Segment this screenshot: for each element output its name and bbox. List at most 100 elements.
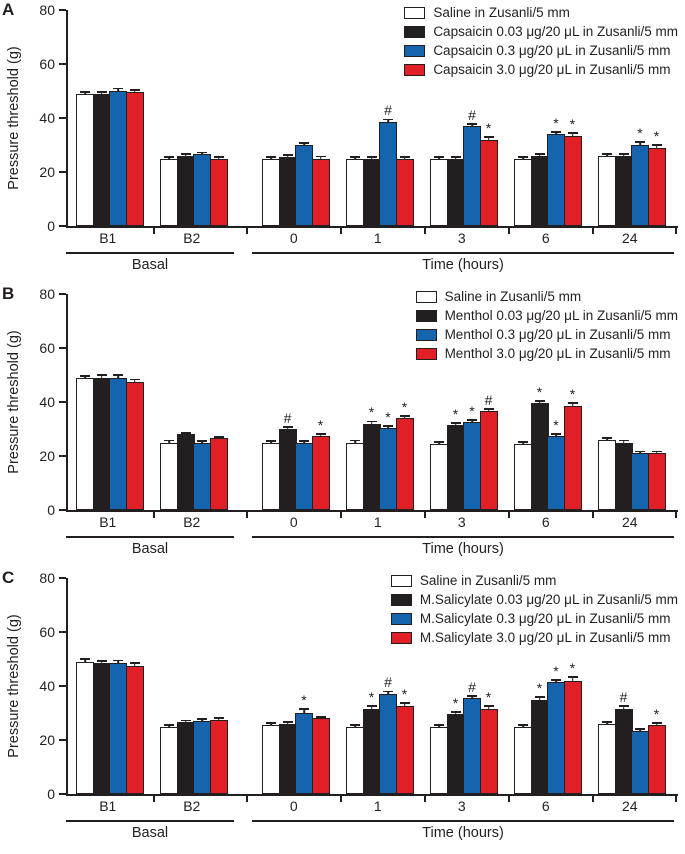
bar-B-B1-s3: [125, 378, 144, 510]
error-bar-cap: [534, 696, 545, 699]
significance-marker: *: [368, 404, 375, 421]
x-tick-mark: [246, 796, 248, 802]
x-tick-mark: [592, 796, 594, 802]
legend-item: Menthol 3.0 μg/20 μL in Zusanli/5 mm: [415, 344, 670, 363]
error-bar-cap: [350, 155, 360, 158]
error-bar-cap: [450, 155, 461, 158]
error-bar-whisker: [319, 435, 322, 437]
error-bar-cap: [299, 708, 309, 710]
bar-A-0-s3: [311, 155, 330, 226]
error-bar-whisker: [571, 678, 574, 682]
bar-B-24-s0: [598, 437, 616, 510]
significance-marker: *: [368, 689, 375, 706]
error-bar-whisker: [454, 423, 457, 426]
bar-A-24-s0: [598, 153, 616, 226]
panel-letter: A: [2, 0, 15, 19]
legend-swatch-icon: [415, 290, 437, 303]
y-tick-mark: [59, 9, 66, 11]
error-bar-cap: [164, 439, 174, 442]
y-tick-label: 80: [39, 570, 55, 586]
x-tick-mark: [153, 512, 155, 518]
error-bar-whisker: [522, 725, 524, 728]
bar-group-B1: [76, 658, 144, 794]
error-bar-cap: [602, 153, 612, 155]
bar-C-6-s0: [514, 723, 532, 794]
error-bar-cap: [96, 374, 107, 377]
error-bar-whisker: [286, 156, 289, 159]
significance-marker: *: [401, 686, 408, 703]
error-bar-whisker: [370, 422, 373, 425]
error-bar-cap: [113, 87, 123, 90]
bar-A-6-s3: *: [563, 117, 582, 226]
y-tick-label: 80: [39, 2, 55, 18]
error-bar-whisker: [387, 692, 389, 696]
error-bar-whisker: [201, 441, 203, 444]
x-tick-label-0: 0: [289, 798, 298, 814]
error-bar-cap: [399, 155, 410, 158]
error-bar-cap: [635, 728, 645, 730]
error-bar-whisker: [387, 426, 389, 429]
error-bar-whisker: [117, 376, 119, 379]
bar-B-B2-s0: [160, 439, 178, 510]
error-bar-whisker: [286, 427, 289, 430]
error-bar-cap: [129, 662, 140, 665]
error-bar-cap: [383, 118, 393, 121]
error-bar-cap: [315, 155, 326, 158]
y-tick-mark: [59, 455, 66, 457]
bar-C-B1-s0: [76, 658, 94, 794]
y-tick-label: 0: [47, 218, 55, 234]
plot-area: 0 20 40 60 80 Saline in Zusanli/5 mm Menthol 0…: [39, 287, 678, 518]
legend-label: M.Salicylate 3.0 μg/20 μL in Zusanli/5 m…: [419, 630, 671, 645]
error-bar-whisker: [133, 91, 136, 94]
x-tick-label-0: 0: [289, 230, 298, 246]
x-tick-label-B2: B2: [183, 514, 201, 530]
y-tick-label: 60: [39, 340, 55, 356]
x-tick-mark: [675, 796, 677, 802]
significance-marker: #: [484, 391, 493, 408]
significance-marker: *: [301, 691, 307, 708]
bar-A-B2-s0: [160, 155, 178, 226]
legend-swatch-icon: [415, 328, 437, 341]
error-bar-cap: [366, 420, 377, 423]
legend-item: M.Salicylate 0.3 μg/20 μL in Zusanli/5 m…: [390, 609, 671, 628]
bar-A-1-s2: #: [379, 103, 397, 226]
error-bar-cap: [129, 89, 140, 92]
significance-marker: *: [536, 680, 543, 697]
x-tick-label-3: 3: [457, 798, 466, 814]
significance-marker: #: [384, 674, 392, 691]
x-tick-mark: [153, 796, 155, 802]
bar-C-3-s3: *: [479, 690, 498, 794]
legend-label: Capsaicin 0.3 μg/20 μL in Zusanli/5 mm: [433, 43, 671, 58]
error-bar-cap: [366, 705, 377, 708]
legend-label: M.Salicylate 0.3 μg/20 μL in Zusanli/5 m…: [419, 611, 671, 626]
x-tick-label-B1: B1: [99, 230, 117, 246]
error-bar-cap: [651, 144, 662, 147]
bar-A-B2-s2: [193, 151, 211, 226]
error-bar-cap: [96, 660, 107, 662]
bar-group-3: * * #: [430, 393, 498, 510]
bar-A-6-s1: [530, 152, 549, 226]
bar-C-B1-s3: [125, 662, 144, 794]
legend: Saline in Zusanli/5 mm Menthol 0.03 μg/20…: [415, 287, 678, 363]
basal-section-line: [66, 252, 234, 254]
x-axis-labels: B1 B2 0 1 3 6 24: [66, 231, 676, 247]
error-bar-whisker: [522, 157, 524, 160]
error-bar-whisker: [606, 438, 608, 441]
error-bar-cap: [197, 718, 207, 720]
error-bar-whisker: [639, 142, 641, 146]
significance-marker: #: [468, 106, 476, 123]
significance-marker: *: [553, 114, 559, 131]
time-section-line: [252, 252, 674, 254]
error-bar-whisker: [100, 661, 103, 665]
x-tick-label-0: 0: [289, 514, 298, 530]
legend-item: Saline in Zusanli/5 mm: [415, 287, 581, 306]
bar-group-B2: [160, 151, 228, 226]
bar-B-3-s0: [430, 441, 448, 510]
bar-A-B1-s1: [92, 90, 111, 226]
x-axis-sections: Basal Time (hours): [66, 820, 676, 850]
legend-swatch-icon: [390, 574, 412, 587]
bar-group-B1: [76, 374, 144, 510]
bar-A-B1-s2: [109, 87, 127, 226]
bar-A-6-s0: [514, 155, 532, 226]
bar-A-0-s1: [278, 154, 297, 226]
